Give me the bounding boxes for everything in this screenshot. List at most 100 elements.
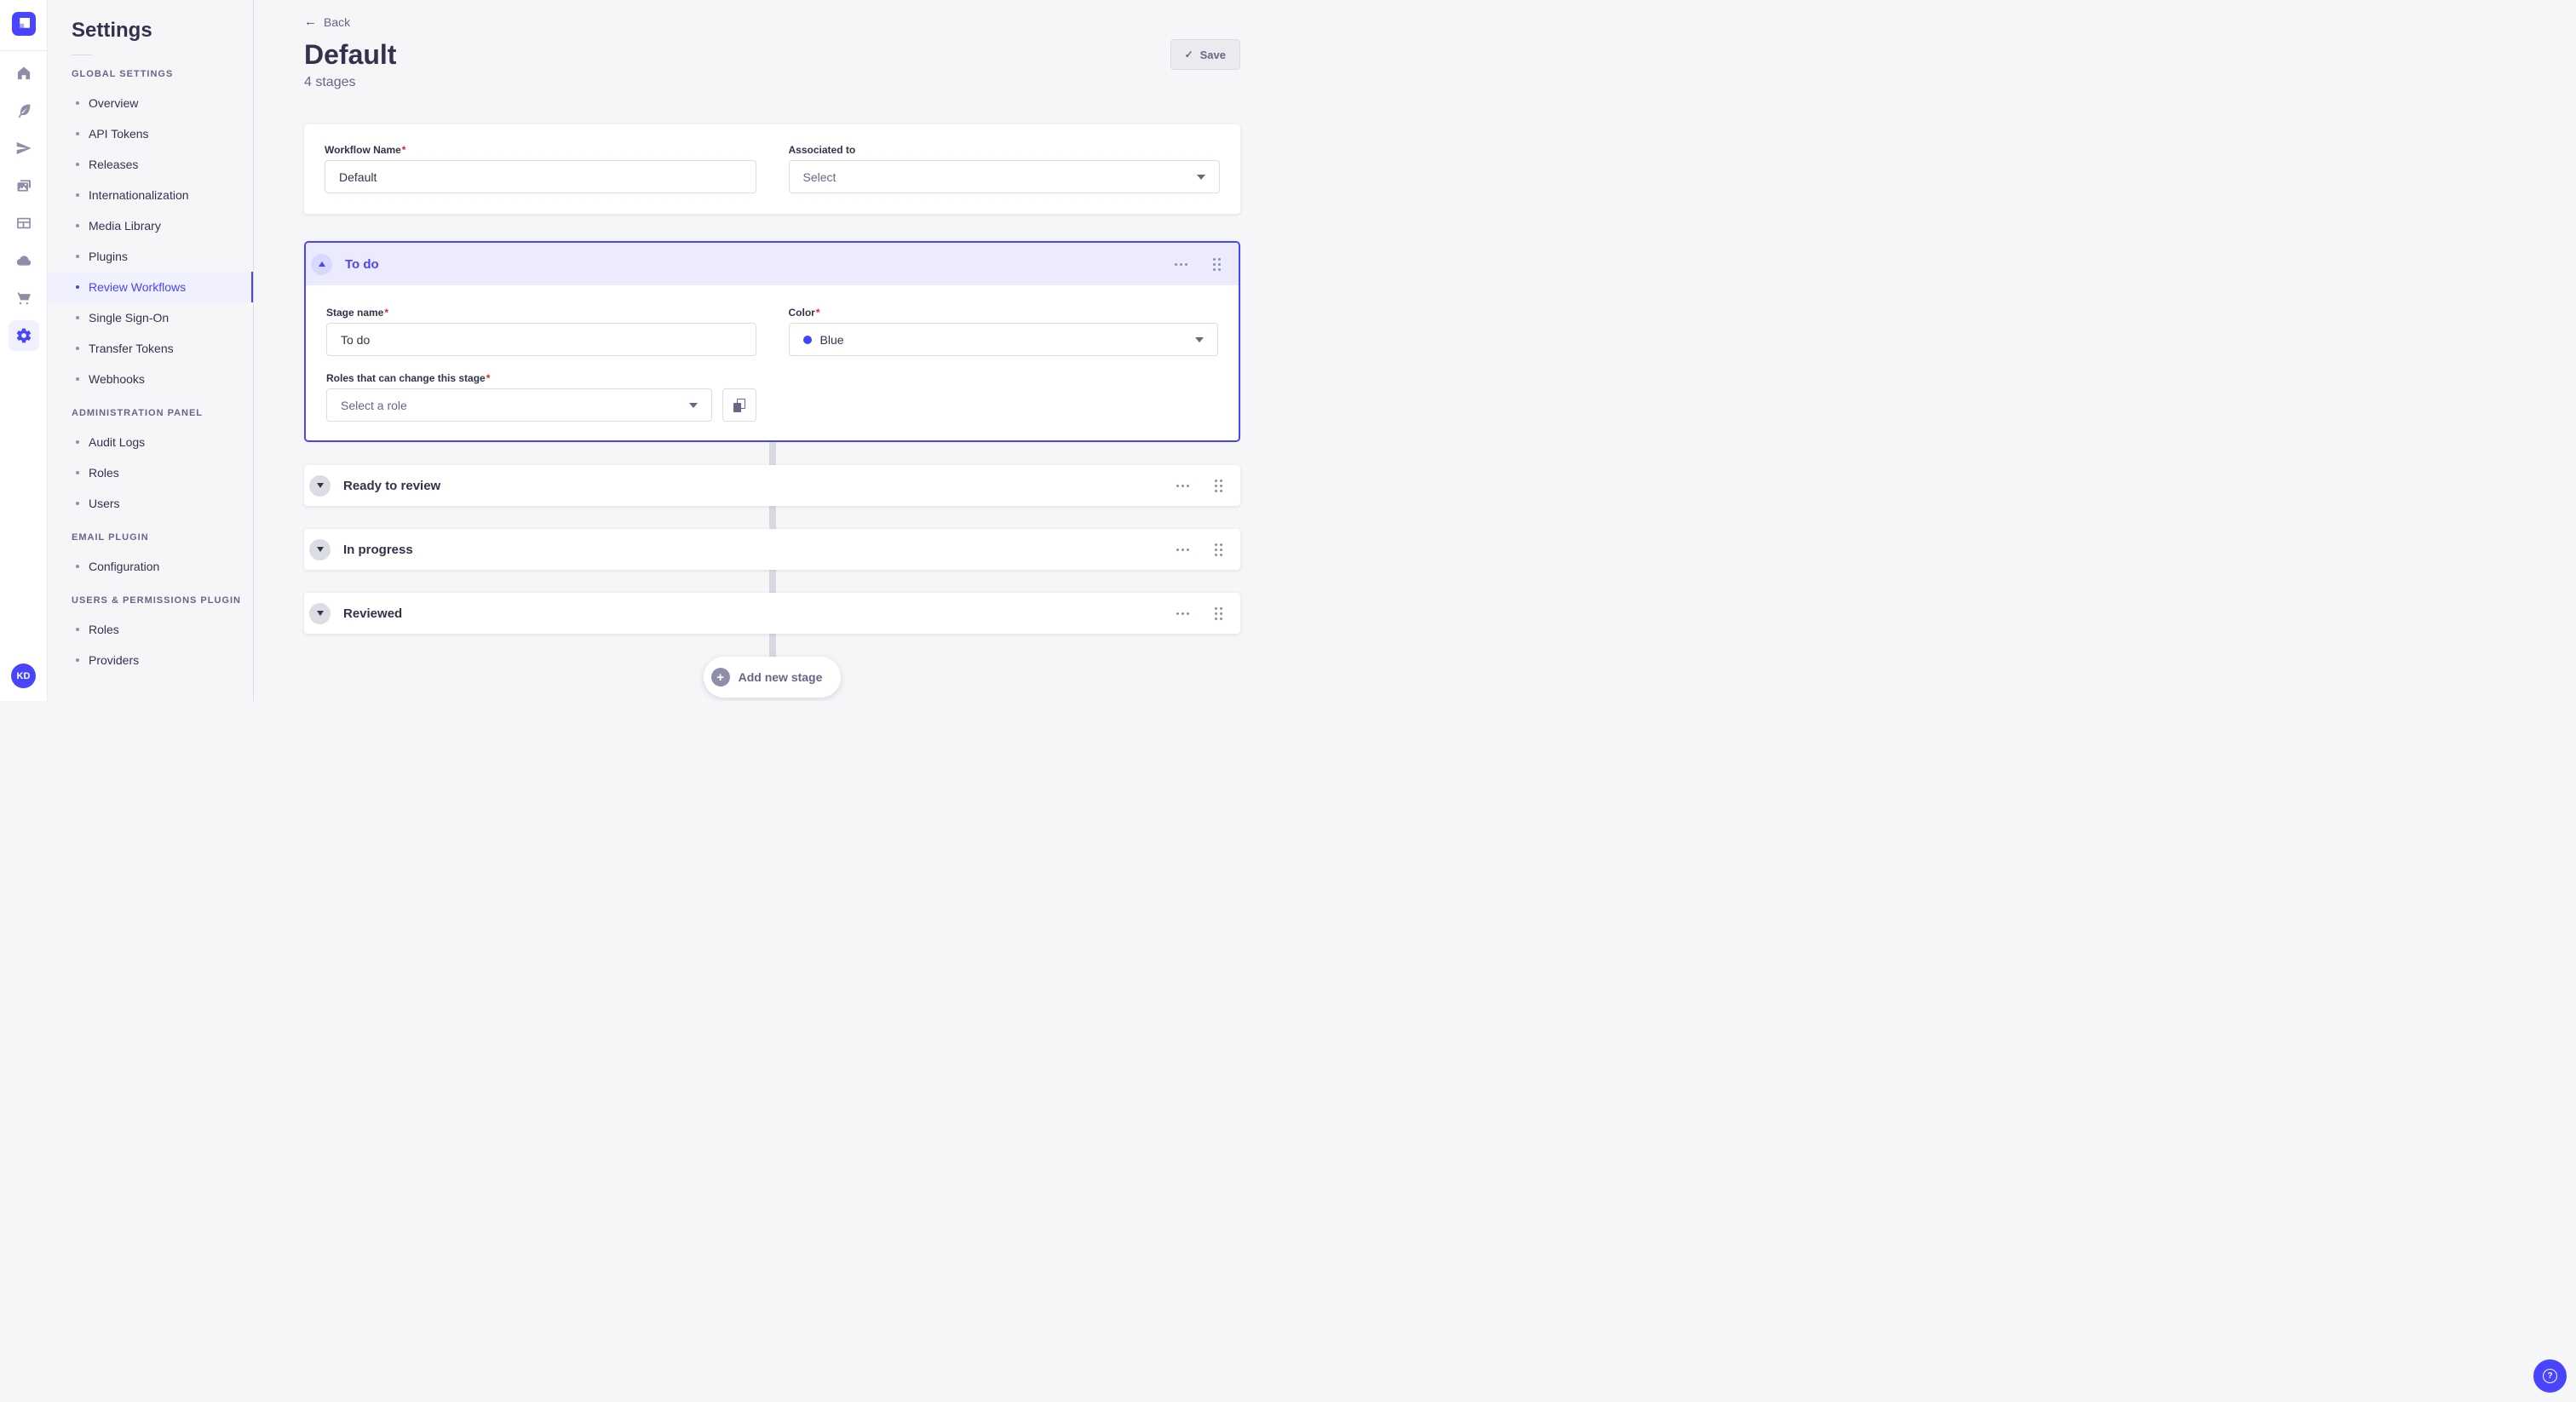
stage-card-to-do: To do Stage name* Color* [304, 241, 1240, 442]
duplicate-stage-button[interactable] [722, 388, 756, 422]
question-mark-icon: ? [2543, 1369, 2557, 1383]
stage-name: In progress [343, 542, 413, 557]
sidebar-item-label: Releases [89, 158, 139, 171]
sidebar-item-review-workflows[interactable]: Review Workflows [48, 272, 253, 302]
sidebar-item-label: Configuration [89, 560, 160, 573]
sidebar-item-single-sign-on[interactable]: Single Sign-On [48, 302, 253, 333]
sidebar-item-overview[interactable]: Overview [48, 88, 253, 118]
main-content: ← Back Default ✓ Save 4 stages Workflow … [254, 0, 1288, 701]
sidebar-item-providers[interactable]: Providers [48, 645, 253, 675]
drag-handle-icon[interactable] [1211, 476, 1226, 496]
stage-name: To do [345, 256, 379, 272]
bullet-icon [76, 347, 79, 350]
stage-color-select[interactable]: Blue [788, 323, 1218, 356]
stage-card-reviewed[interactable]: Reviewed [304, 593, 1240, 634]
content-manager-feather-icon[interactable] [9, 95, 39, 126]
cloud-icon[interactable] [9, 245, 39, 276]
workflow-name-input[interactable] [325, 160, 756, 193]
stage-name-input[interactable] [326, 323, 756, 356]
stage-name: Reviewed [343, 606, 403, 621]
expand-stage-button[interactable] [309, 474, 331, 497]
stage-roles-select[interactable]: Select a role [326, 388, 712, 422]
sidebar-item-label: Overview [89, 96, 139, 110]
chevron-down-icon [688, 402, 698, 408]
sidebar-item-label: Audit Logs [89, 435, 146, 449]
drag-handle-icon[interactable] [1211, 604, 1226, 623]
settings-gear-icon[interactable] [8, 320, 39, 351]
content-type-builder-icon[interactable] [9, 208, 39, 238]
sidebar-item-roles-up[interactable]: Roles [48, 614, 253, 645]
sidebar-item-releases[interactable]: Releases [48, 149, 253, 180]
sidebar-item-plugins[interactable]: Plugins [48, 241, 253, 272]
back-arrow-icon: ← [304, 14, 317, 29]
expand-stage-button[interactable] [309, 602, 331, 624]
settings-sidebar: Settings GLOBAL SETTINGS Overview API To… [48, 0, 254, 701]
sidebar-item-roles-admin[interactable]: Roles [48, 457, 253, 488]
add-new-stage-button[interactable]: + Add new stage [703, 657, 842, 698]
back-link[interactable]: ← Back [304, 14, 350, 29]
section-label: USERS & PERMISSIONS PLUGIN [72, 595, 241, 606]
sidebar-item-audit-logs[interactable]: Audit Logs [48, 427, 253, 457]
section-email-plugin: EMAIL PLUGIN Configuration [48, 532, 253, 582]
stage-color-label: Color* [788, 307, 820, 319]
stage-roles-label: Roles that can change this stage* [326, 372, 491, 384]
color-swatch-blue [802, 335, 812, 344]
sidebar-item-internationalization[interactable]: Internationalization [48, 180, 253, 210]
collapse-stage-button[interactable] [311, 253, 332, 275]
sidebar-item-label: Single Sign-On [89, 311, 170, 325]
sidebar-item-label: Providers [89, 653, 140, 667]
more-options-icon[interactable] [1173, 545, 1193, 554]
bullet-icon [76, 316, 79, 319]
stage-actions [1173, 540, 1226, 560]
sidebar-item-media-library[interactable]: Media Library [48, 210, 253, 241]
sidebar-item-api-tokens[interactable]: API Tokens [48, 118, 253, 149]
bullet-icon [76, 193, 79, 197]
help-button[interactable]: ? [2533, 1359, 2567, 1393]
more-options-icon[interactable] [1173, 481, 1193, 491]
section-items: Configuration [48, 551, 253, 582]
stage-header-to-do[interactable]: To do [306, 243, 1239, 285]
sidebar-item-users[interactable]: Users [48, 488, 253, 519]
chevron-down-icon [1197, 174, 1205, 180]
sidebar-item-webhooks[interactable]: Webhooks [48, 364, 253, 394]
home-icon[interactable] [9, 58, 39, 89]
stage-card-ready-to-review[interactable]: Ready to review [304, 465, 1240, 506]
select-placeholder: Select a role [341, 398, 407, 412]
more-options-icon[interactable] [1173, 609, 1193, 618]
required-asterisk: * [401, 144, 406, 156]
chevron-down-icon [1195, 336, 1204, 342]
marketplace-cart-icon[interactable] [9, 283, 39, 313]
rail-buttons [8, 58, 39, 351]
sidebar-item-label: Webhooks [89, 372, 145, 386]
expand-stage-button[interactable] [309, 538, 331, 560]
stage-editor-body: Stage name* Color* Blue [306, 285, 1239, 440]
sidebar-item-configuration[interactable]: Configuration [48, 551, 253, 582]
duplicate-icon [733, 398, 745, 412]
deploy-paper-plane-icon[interactable] [9, 133, 39, 164]
section-users-permissions-plugin: USERS & PERMISSIONS PLUGIN Roles Provide… [48, 595, 253, 675]
stage-actions [1171, 255, 1224, 274]
associated-to-select[interactable]: Select [788, 160, 1220, 193]
associated-to-label: Associated to [788, 144, 856, 156]
drag-handle-icon[interactable] [1211, 540, 1226, 560]
bullet-icon [76, 255, 79, 258]
bullet-icon [76, 440, 79, 444]
bullet-icon [76, 658, 79, 662]
required-asterisk: * [384, 307, 389, 319]
required-asterisk: * [486, 372, 491, 384]
user-avatar[interactable]: KD [11, 664, 36, 688]
chevron-up-icon [318, 261, 325, 267]
media-library-icon[interactable] [9, 170, 39, 201]
selected-color: Blue [819, 332, 844, 347]
workflow-form-card: Workflow Name* Associated to Select [304, 124, 1240, 214]
section-items: Audit Logs Roles Users [48, 427, 253, 519]
drag-handle-icon[interactable] [1210, 255, 1224, 274]
stage-card-in-progress[interactable]: In progress [304, 529, 1240, 570]
sidebar-item-transfer-tokens[interactable]: Transfer Tokens [48, 333, 253, 364]
stage-actions [1173, 604, 1226, 623]
strapi-logo[interactable] [11, 12, 36, 36]
bullet-icon [76, 377, 79, 381]
save-button[interactable]: ✓ Save [1170, 39, 1240, 70]
more-options-icon[interactable] [1171, 260, 1191, 269]
sidebar-item-label: Transfer Tokens [89, 342, 174, 355]
